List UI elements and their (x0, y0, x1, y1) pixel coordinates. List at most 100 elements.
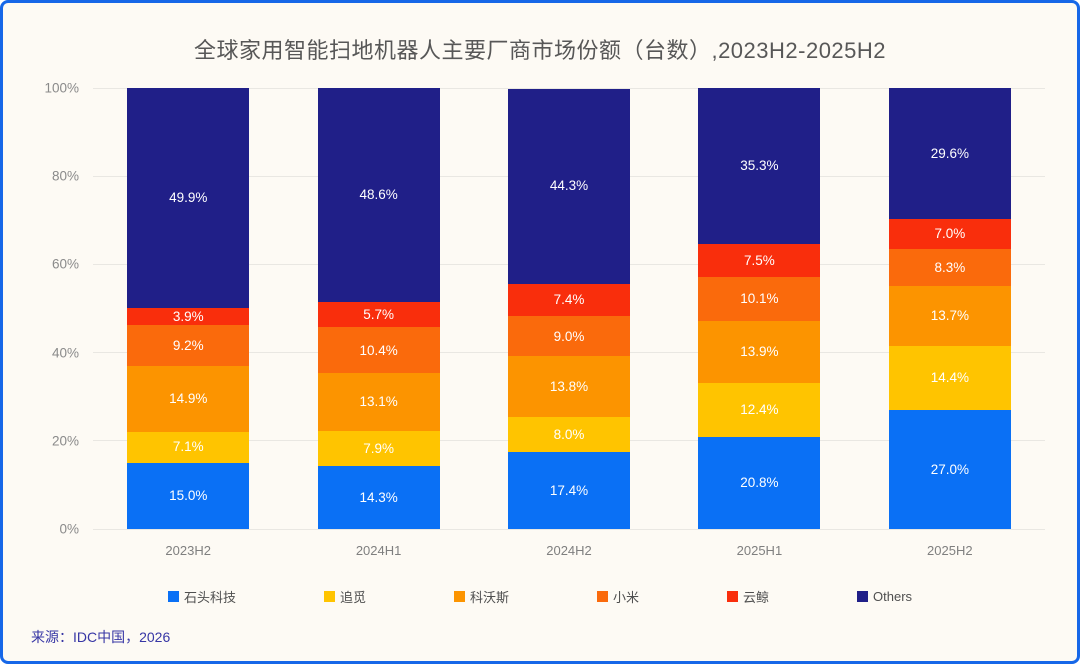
bar-segment: 5.7% (317, 302, 440, 328)
bar-segment: 14.9% (127, 365, 250, 432)
bar-segment: 9.2% (127, 325, 250, 366)
legend-marker (857, 591, 869, 602)
x-tick-label: 2025H2 (927, 543, 973, 558)
bar-segment: 27.0% (888, 409, 1011, 529)
bar-segment: 7.9% (317, 431, 440, 466)
legend-label: Others (873, 589, 913, 604)
bar-segment: 49.9% (127, 88, 250, 309)
legend-item: 科沃斯 (453, 587, 509, 606)
bar-segment: 10.1% (698, 276, 821, 322)
segment-label: 14.4% (930, 370, 969, 386)
x-tick-label: 2024H1 (355, 543, 402, 558)
y-tick-label: 60% (51, 256, 79, 272)
segment-label: 9.0% (553, 328, 585, 344)
bar-segment: 13.9% (698, 321, 821, 383)
segment-label: 27.0% (930, 461, 969, 477)
segment-label: 10.1% (740, 291, 779, 307)
segment-label: 8.0% (553, 426, 585, 442)
segment-label: 7.4% (553, 292, 585, 308)
legend-marker (597, 591, 608, 602)
legend-label: 追觅 (339, 590, 366, 605)
gridline (93, 528, 1045, 530)
legend-item: 云鲸 (727, 587, 769, 606)
segment-label: 9.2% (172, 337, 204, 353)
segment-label: 14.9% (169, 390, 208, 406)
bar-band: 14.3% 7.9% 13.1% 10.4% 5.7% 48.6% (283, 88, 473, 529)
bar-segment: 48.6% (317, 88, 440, 303)
segment-label: 5.7% (363, 307, 394, 323)
legend-marker (727, 591, 739, 602)
y-tick-label: 0% (59, 521, 79, 537)
x-tick-label: 2023H2 (165, 543, 211, 558)
segment-label: 17.4% (549, 482, 589, 498)
segment-label: 44.3% (549, 178, 589, 194)
stacked-bar: 27.0% 14.4% 13.7% 8.3% 7.0% 29.6% (888, 88, 1011, 529)
bar-band: 15.0% 7.1% 14.9% 9.2% 3.9% 49.9% (93, 88, 283, 529)
bar-segment: 13.7% (888, 286, 1011, 347)
segment-label: 12.4% (740, 402, 779, 418)
bar-segment: 14.3% (317, 465, 440, 529)
legend-label: 科沃斯 (469, 590, 509, 605)
source-note: 来源：IDC中国，2026 (31, 629, 171, 645)
stacked-bar: 15.0% 7.1% 14.9% 9.2% 3.9% 49.9% (127, 88, 250, 529)
bar-segment: 20.8% (698, 437, 821, 529)
legend-item: 小米 (597, 587, 639, 606)
x-tick-label: 2024H2 (546, 543, 592, 558)
bar-segment: 7.0% (888, 218, 1011, 250)
chart-title: 全球家用智能扫地机器人主要厂商市场份额（台数）,2023H2-2025H2 (193, 38, 887, 63)
y-tick-label: 20% (51, 433, 79, 449)
bar-segment: 3.9% (127, 308, 250, 326)
bar-band: 27.0% 14.4% 13.7% 8.3% 7.0% 29.6% (855, 88, 1045, 529)
legend-marker (453, 591, 465, 602)
legend-label: 小米 (613, 590, 640, 605)
bar-segment: 15.0% (127, 462, 250, 529)
segment-label: 7.9% (363, 440, 394, 456)
y-tick-label: 100% (44, 80, 79, 96)
segment-label: 35.3% (740, 158, 779, 174)
bar-segment: 9.0% (508, 316, 630, 357)
legend-marker (167, 591, 179, 602)
bar-segment: 7.1% (127, 431, 250, 463)
stacked-bar: 17.4% 8.0% 13.8% 9.0% 7.4% 44.3% (508, 88, 630, 529)
bar-segment: 44.3% (508, 88, 630, 284)
stacked-bar: 20.8% 12.4% 13.9% 10.1% 7.5% 35.3% (698, 88, 821, 529)
x-tick-label: 2025H1 (736, 543, 783, 558)
segment-label: 13.7% (930, 308, 969, 324)
segment-label: 20.8% (740, 475, 779, 491)
plot-area: 15.0% 7.1% 14.9% 9.2% 3.9% 49.9% 14.3% 7.9% 13.1… (93, 87, 1045, 530)
segment-label: 13.1% (359, 394, 398, 410)
legend-marker (323, 591, 335, 602)
segment-label: 48.6% (359, 187, 398, 203)
bar-segment: 12.4% (698, 382, 821, 438)
bar-band: 20.8% 12.4% 13.9% 10.1% 7.5% 35.3% (664, 88, 854, 529)
y-tick-label: 80% (51, 168, 79, 184)
bar-segment: 10.4% (317, 327, 440, 374)
bar-segment: 35.3% (698, 88, 821, 244)
x-axis: 2023H2 2024H1 2024H2 2025H1 2025H2 (93, 543, 1045, 558)
bar-segment: 29.6% (888, 88, 1011, 219)
bar-segment: 14.4% (888, 346, 1011, 410)
legend-label: 石头科技 (183, 590, 236, 605)
segment-label: 8.3% (934, 259, 966, 275)
bar-segment: 13.1% (317, 373, 440, 432)
segment-label: 7.0% (934, 226, 966, 242)
segment-label: 13.8% (549, 378, 589, 394)
bar-segment: 8.0% (508, 417, 630, 453)
bar-segment: 13.8% (508, 356, 630, 418)
legend-item: Others (857, 589, 912, 604)
segment-label: 14.3% (359, 489, 398, 505)
bar-segment: 7.5% (698, 243, 821, 277)
segment-label: 15.0% (169, 488, 208, 504)
segment-label: 49.9% (169, 190, 208, 206)
legend-item: 追觅 (323, 587, 366, 606)
gridline (93, 87, 1045, 89)
segment-label: 3.9% (172, 308, 204, 324)
segment-label: 7.1% (172, 439, 204, 455)
segment-label: 13.9% (740, 344, 779, 360)
segment-label: 10.4% (359, 342, 398, 358)
legend: 石头科技 追觅 科沃斯 小米 云鲸 Others (43, 587, 1037, 606)
bar-band: 17.4% 8.0% 13.8% 9.0% 7.4% 44.3% (474, 88, 664, 529)
y-tick-label: 40% (51, 345, 79, 361)
bar-segment: 7.4% (508, 283, 630, 317)
